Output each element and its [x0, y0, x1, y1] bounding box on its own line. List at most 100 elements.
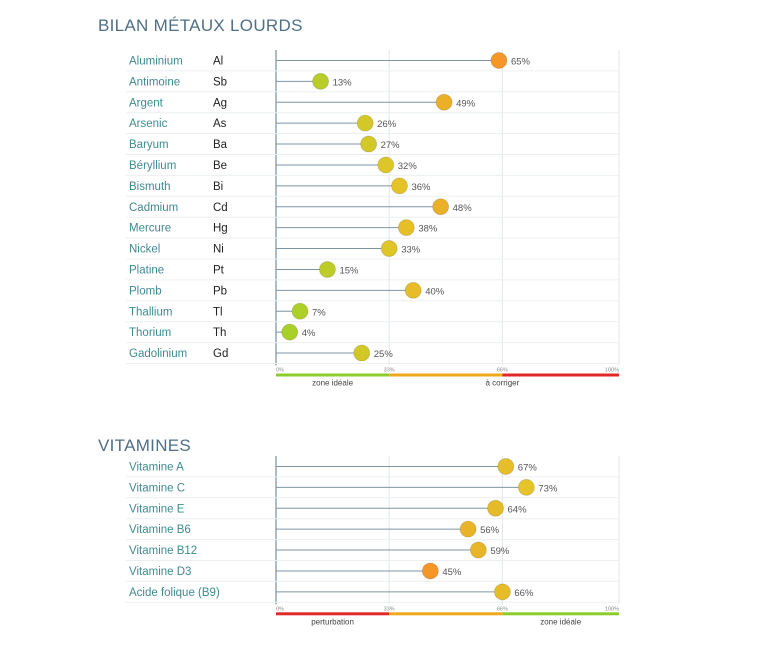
- value-label: 67%: [518, 462, 538, 473]
- row-symbol-label: Pt: [213, 264, 225, 276]
- row-symbol-label: Th: [213, 327, 226, 339]
- value-label: 64%: [508, 504, 528, 515]
- row-symbol-label: Pb: [213, 285, 227, 297]
- value-label: 65%: [511, 56, 531, 67]
- lollipop-dot: [487, 499, 505, 517]
- lollipop-dot: [435, 93, 453, 111]
- lollipop-dot: [404, 281, 422, 299]
- lollipop-dot: [377, 156, 395, 174]
- row-symbol-label: Al: [213, 55, 223, 67]
- zone-bar-segment: [502, 612, 619, 616]
- lollipop-dot: [469, 541, 487, 559]
- row-symbol-label: Cd: [213, 202, 228, 214]
- row-name-label: Arsenic: [129, 118, 168, 130]
- row-name-label: Vitamine A: [129, 461, 184, 473]
- lollipop-dot: [360, 135, 378, 153]
- value-label: 25%: [374, 349, 394, 360]
- row-name-label: Mercure: [129, 223, 171, 235]
- row-name-label: Thorium: [129, 327, 171, 339]
- row-name-label: Antimoine: [129, 76, 180, 88]
- lollipop-dot: [493, 583, 511, 601]
- row-symbol-label: Bi: [213, 181, 223, 193]
- row-name-label: Acide folique (B9): [129, 587, 220, 599]
- lollipop-dot: [318, 260, 336, 278]
- row-symbol-label: Ag: [213, 97, 227, 109]
- value-label: 15%: [339, 265, 359, 276]
- row-name-label: Vitamine C: [129, 482, 185, 494]
- zone-bar-segment: [276, 373, 390, 377]
- value-label: 59%: [490, 546, 510, 557]
- value-label: 13%: [333, 77, 353, 88]
- lollipop-dot: [281, 323, 299, 341]
- zone-label: perturbation: [311, 617, 354, 626]
- value-label: 32%: [398, 161, 418, 172]
- lollipop-dot: [490, 51, 508, 69]
- value-label: 27%: [381, 140, 401, 151]
- zone-label: à corriger: [485, 379, 519, 388]
- row-name-label: Plomb: [129, 285, 162, 297]
- value-label: 38%: [418, 224, 438, 235]
- row-name-label: Cadmium: [129, 202, 178, 214]
- row-symbol-label: Be: [213, 160, 227, 172]
- lollipop-dot: [356, 114, 374, 132]
- zone-label: zone idéale: [540, 617, 581, 626]
- row-name-label: Vitamine B12: [129, 545, 197, 557]
- lollipop-dot: [459, 520, 477, 538]
- lollipop-dot: [421, 562, 439, 580]
- value-label: 7%: [312, 307, 326, 318]
- row-symbol-label: Tl: [213, 306, 223, 318]
- row-name-label: Aluminium: [129, 55, 183, 67]
- lollipop-dot: [432, 198, 450, 216]
- lollipop-dot: [312, 72, 330, 90]
- value-label: 73%: [538, 483, 558, 494]
- row-name-label: Gadolinium: [129, 348, 187, 360]
- zone-bar-segment: [502, 373, 619, 377]
- value-label: 56%: [480, 525, 500, 536]
- row-name-label: Bismuth: [129, 181, 171, 193]
- value-label: 66%: [514, 588, 534, 599]
- lollipop-dot: [397, 219, 415, 237]
- row-name-label: Vitamine B6: [129, 524, 191, 536]
- x-tick-label: 33%: [384, 606, 395, 612]
- section-title-vitamines: VITAMINES: [98, 436, 192, 455]
- section-title-metaux: BILAN MÉTAUX LOURDS: [98, 16, 303, 35]
- value-label: 4%: [302, 328, 316, 339]
- row-symbol-label: Sb: [213, 76, 227, 88]
- row-name-label: Vitamine E: [129, 503, 185, 515]
- row-name-label: Argent: [129, 97, 164, 109]
- lollipop-dot: [517, 478, 535, 496]
- row-name-label: Béryllium: [129, 160, 176, 172]
- x-tick-label: 33%: [384, 368, 395, 374]
- x-tick-label: 66%: [497, 368, 508, 374]
- lollipop-dot: [497, 457, 515, 475]
- zone-bar-segment: [389, 373, 503, 377]
- row-name-label: Platine: [129, 264, 164, 276]
- lollipop-dot: [380, 240, 398, 258]
- value-label: 33%: [401, 245, 421, 256]
- row-name-label: Nickel: [129, 244, 160, 256]
- lollipop-dot: [390, 177, 408, 195]
- value-label: 26%: [377, 119, 397, 130]
- zone-bar-segment: [276, 612, 390, 616]
- row-symbol-label: Ba: [213, 139, 228, 151]
- x-tick-label: 66%: [497, 606, 508, 612]
- row-name-label: Thallium: [129, 306, 172, 318]
- x-tick-label: 100%: [605, 368, 619, 374]
- value-label: 45%: [442, 567, 462, 578]
- zone-bar-segment: [389, 612, 503, 616]
- row-symbol-label: Hg: [213, 223, 228, 235]
- value-label: 49%: [456, 98, 476, 109]
- row-name-label: Vitamine D3: [129, 566, 191, 578]
- x-tick-label: 0%: [276, 606, 284, 612]
- lollipop-dot: [353, 344, 371, 362]
- row-symbol-label: Ni: [213, 244, 224, 256]
- value-label: 48%: [453, 203, 473, 214]
- x-tick-label: 0%: [276, 368, 284, 374]
- row-name-label: Baryum: [129, 139, 169, 151]
- x-tick-label: 100%: [605, 606, 619, 612]
- lollipop-dot: [291, 302, 309, 320]
- value-label: 36%: [411, 182, 431, 193]
- row-symbol-label: Gd: [213, 348, 228, 360]
- row-symbol-label: As: [213, 118, 227, 130]
